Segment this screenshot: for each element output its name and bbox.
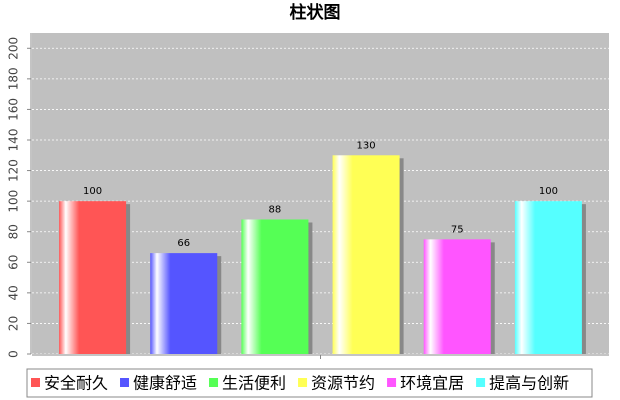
legend-swatch: [120, 378, 130, 387]
legend-label: 生活便利: [222, 374, 286, 393]
value-label: 66: [177, 238, 190, 249]
y-tick-label: 40: [7, 285, 21, 300]
y-tick-label: 100: [7, 190, 21, 213]
legend-label: 健康舒适: [133, 374, 197, 393]
y-tick-label: 180: [7, 67, 21, 90]
y-tick-label: 140: [7, 129, 21, 152]
legend-swatch: [387, 378, 397, 387]
y-tick-label: 80: [7, 224, 21, 239]
y-tick-label: 20: [7, 316, 21, 331]
bar: [514, 201, 582, 354]
legend-swatch: [476, 378, 486, 387]
legend-swatch: [31, 378, 40, 387]
bar: [59, 201, 127, 354]
bar: [332, 155, 400, 354]
bar: [241, 219, 309, 354]
y-tick-label: 60: [7, 255, 21, 270]
value-label: 130: [357, 140, 376, 151]
y-tick-label: 160: [7, 98, 21, 121]
value-label: 88: [269, 204, 282, 215]
value-label: 75: [451, 224, 464, 235]
value-label: 100: [539, 186, 558, 197]
legend-label: 环境宜居: [400, 374, 464, 393]
legend-label: 提高与创新: [489, 374, 569, 393]
legend-swatch: [298, 378, 308, 387]
y-tick-label: 120: [7, 159, 21, 182]
legend-label: 安全耐久: [44, 374, 108, 393]
legend-label: 资源节约: [311, 374, 375, 393]
chart-title: 柱状图: [290, 2, 341, 23]
legend-swatch: [209, 378, 219, 387]
y-tick-label: 0: [7, 350, 21, 358]
bar: [423, 239, 491, 354]
bar: [150, 253, 218, 354]
value-label: 100: [83, 186, 102, 197]
y-tick-label: 200: [7, 37, 21, 60]
